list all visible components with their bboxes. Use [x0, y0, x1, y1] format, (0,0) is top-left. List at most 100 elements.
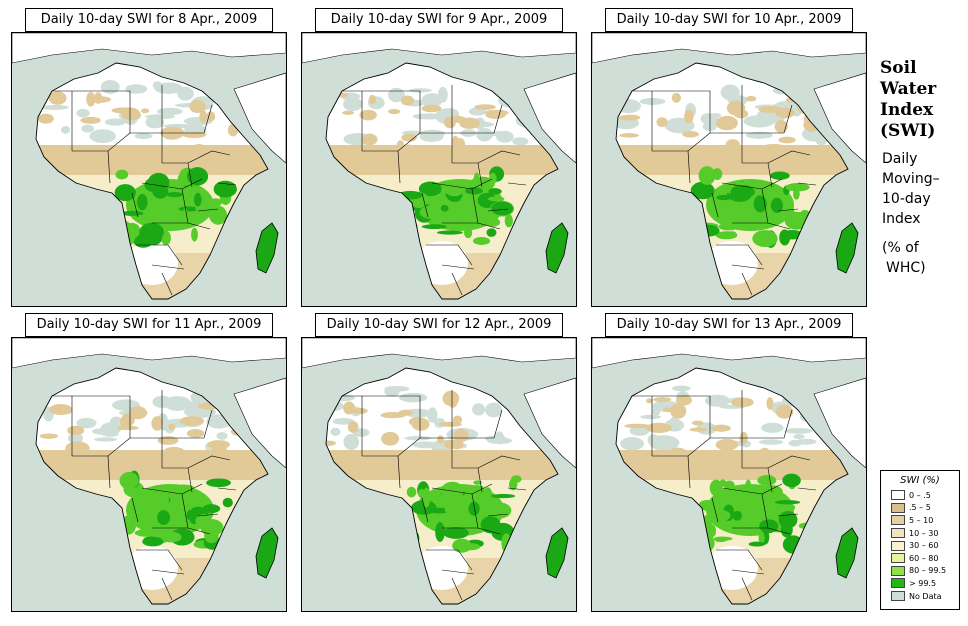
dry-patch	[452, 415, 463, 424]
legend-swatch	[891, 578, 905, 589]
country-border	[477, 162, 483, 188]
wet-patch	[135, 511, 150, 526]
panel-title: Daily 10-day SWI for 12 Apr., 2009	[315, 313, 563, 337]
wet-patch	[440, 204, 449, 212]
dry-patch	[352, 407, 368, 414]
legend-label: 60 – 80	[909, 553, 939, 563]
wet-patch	[488, 172, 497, 185]
dry-patch	[774, 119, 788, 134]
dry-patch	[618, 114, 641, 121]
country-border	[52, 90, 131, 133]
wet-patch	[406, 486, 417, 498]
country-border	[162, 104, 213, 134]
wet-patch	[186, 167, 209, 186]
dry-patch	[775, 404, 794, 419]
dry-patch	[398, 144, 418, 158]
legend-label: 80 – 99.5	[909, 566, 947, 576]
dry-patch	[121, 107, 141, 121]
dry-patch	[398, 456, 416, 473]
country-border	[151, 569, 185, 575]
wet-patch	[466, 485, 484, 490]
wet-patch	[182, 208, 189, 227]
africa-map	[301, 32, 577, 307]
wet-patch	[183, 491, 193, 502]
dry-patch	[80, 116, 101, 124]
wet-patch	[158, 492, 170, 506]
country-border	[477, 150, 521, 164]
wet-patch	[718, 222, 739, 231]
dry-patch	[381, 431, 400, 446]
country-border	[197, 513, 219, 517]
legend-swatch	[891, 515, 905, 526]
dry-patch	[731, 397, 754, 408]
dry-patch	[725, 139, 740, 151]
country-border	[741, 438, 768, 469]
europe-landmass	[592, 33, 866, 64]
unit-line: WHC)	[886, 260, 926, 276]
country-border	[632, 395, 711, 438]
country-border	[797, 487, 817, 491]
no-data-patch	[758, 439, 784, 445]
swi-field	[36, 63, 268, 299]
wet-patch	[191, 227, 198, 242]
legend-swatch	[891, 553, 905, 564]
dry-patch	[108, 455, 131, 463]
dry-patch	[204, 156, 222, 165]
africa-map	[11, 32, 287, 307]
dry-patch	[168, 423, 176, 431]
legend-title: SWI (%)	[900, 475, 940, 486]
dry-patch	[326, 440, 336, 446]
no-data-patch	[81, 124, 94, 133]
no-data-patch	[784, 428, 813, 434]
dry-patch	[744, 450, 754, 456]
wet-patch	[195, 514, 212, 529]
country-border	[426, 244, 473, 266]
panel-title: Daily 10-day SWI for 8 Apr., 2009	[25, 8, 273, 32]
wet-patch	[732, 510, 742, 521]
dry-patch	[348, 146, 359, 152]
subtitle-line: 10-day	[882, 191, 931, 207]
country-border	[767, 150, 811, 164]
country-border	[797, 182, 817, 186]
dry-patch	[671, 92, 682, 103]
wet-patch	[443, 527, 469, 539]
dry-patch	[624, 423, 650, 429]
dry-patch	[359, 109, 377, 121]
wet-patch	[427, 507, 451, 514]
dry-patch	[485, 110, 506, 120]
wet-patch	[146, 232, 162, 246]
legend-item: 0 – .5	[881, 489, 959, 502]
country-border	[187, 162, 193, 188]
dry-patch	[343, 401, 356, 415]
country-border	[632, 90, 711, 133]
wet-patch	[152, 184, 169, 199]
wet-patch	[774, 502, 796, 513]
legend-label: > 99.5	[909, 578, 937, 588]
country-border	[421, 497, 429, 523]
no-data-patch	[421, 93, 443, 108]
dry-patch	[511, 153, 520, 165]
wet-patch	[485, 217, 501, 227]
country-border	[397, 455, 401, 489]
dry-patch	[51, 148, 68, 155]
wet-patch	[727, 231, 737, 236]
no-data-patch	[408, 88, 432, 93]
dry-patch	[361, 133, 378, 146]
wet-patch	[209, 205, 228, 225]
dry-patch	[711, 424, 731, 432]
no-data-patch	[672, 385, 691, 392]
dry-patch	[342, 110, 355, 115]
no-data-patch	[496, 130, 514, 143]
country-border	[711, 497, 719, 523]
wet-patch	[716, 194, 732, 201]
country-border	[217, 182, 237, 186]
no-data-patch	[620, 437, 645, 451]
wet-patch	[158, 212, 176, 217]
africa-map	[301, 337, 577, 612]
subtitle-line: Daily	[882, 151, 918, 167]
legend-label: 10 – 30	[909, 528, 939, 538]
no-data-patch	[639, 97, 666, 105]
wet-patch	[508, 478, 518, 491]
coastline	[325, 367, 559, 605]
dry-patch	[65, 441, 90, 456]
